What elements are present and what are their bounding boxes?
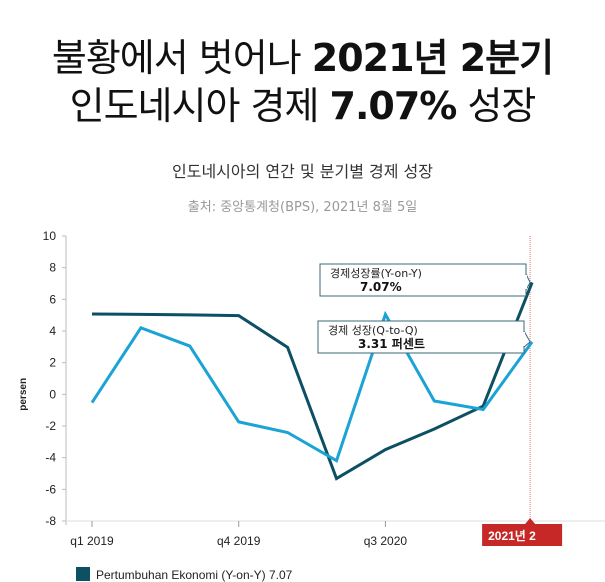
x-tick-label: q3 2020 [364,534,408,548]
highlight-badge-arrow [525,518,536,524]
y-tick-label: -8 [45,514,56,528]
x-tick-label: q4 2019 [217,534,261,548]
y-tick-label: -4 [45,451,56,465]
y-tick-label: -2 [45,419,56,433]
chart-source: 출처: 중앙통계청(BPS), 2021년 8월 5일 [187,200,418,215]
y-tick-label: 0 [49,387,56,401]
y-tick-label: 2 [49,356,56,370]
legend-item[interactable]: Pertumbuhan Ekonomi (Y-on-Y) 7.07 [76,567,292,582]
series-line-yoy[interactable] [91,281,534,481]
legend-swatch [76,567,90,581]
legend-label: Pertumbuhan Ekonomi (Y-on-Y) 7.07 [96,568,293,582]
annotation-title: 경제 성장(Q-to-Q) [328,324,418,337]
annotation-value: 3.31 퍼센트 [358,336,425,351]
annotation-box [319,263,527,297]
y-tick-label: 4 [49,324,56,338]
annotation-pointer-mask [523,332,525,346]
headline-line-1: 불황에서 벗어나 2021년 2분기 [51,36,554,80]
annotation-title: 경제성장률(Y-on-Y) [330,267,422,280]
annotation-pointer-mask [525,275,527,289]
series-line-qtq[interactable] [90,310,534,463]
headline-line-2: 인도네시아 경제 7.07% 성장 [69,84,537,128]
annotation-value: 7.07% [360,280,402,294]
y-axis-label: persen [18,378,29,411]
y-tick-label: -6 [45,482,56,496]
annotation-box [317,320,525,354]
x-tick-label: q1 2019 [70,534,114,548]
highlight-badge [482,524,563,546]
chart-title: 인도네시아의 연간 및 분기별 경제 성장 [172,162,433,181]
y-tick-label: 6 [49,292,56,306]
y-tick-label: 10 [43,229,57,243]
highlight-badge-label: 2021년 2 [488,529,536,543]
y-tick-label: 8 [49,261,56,275]
